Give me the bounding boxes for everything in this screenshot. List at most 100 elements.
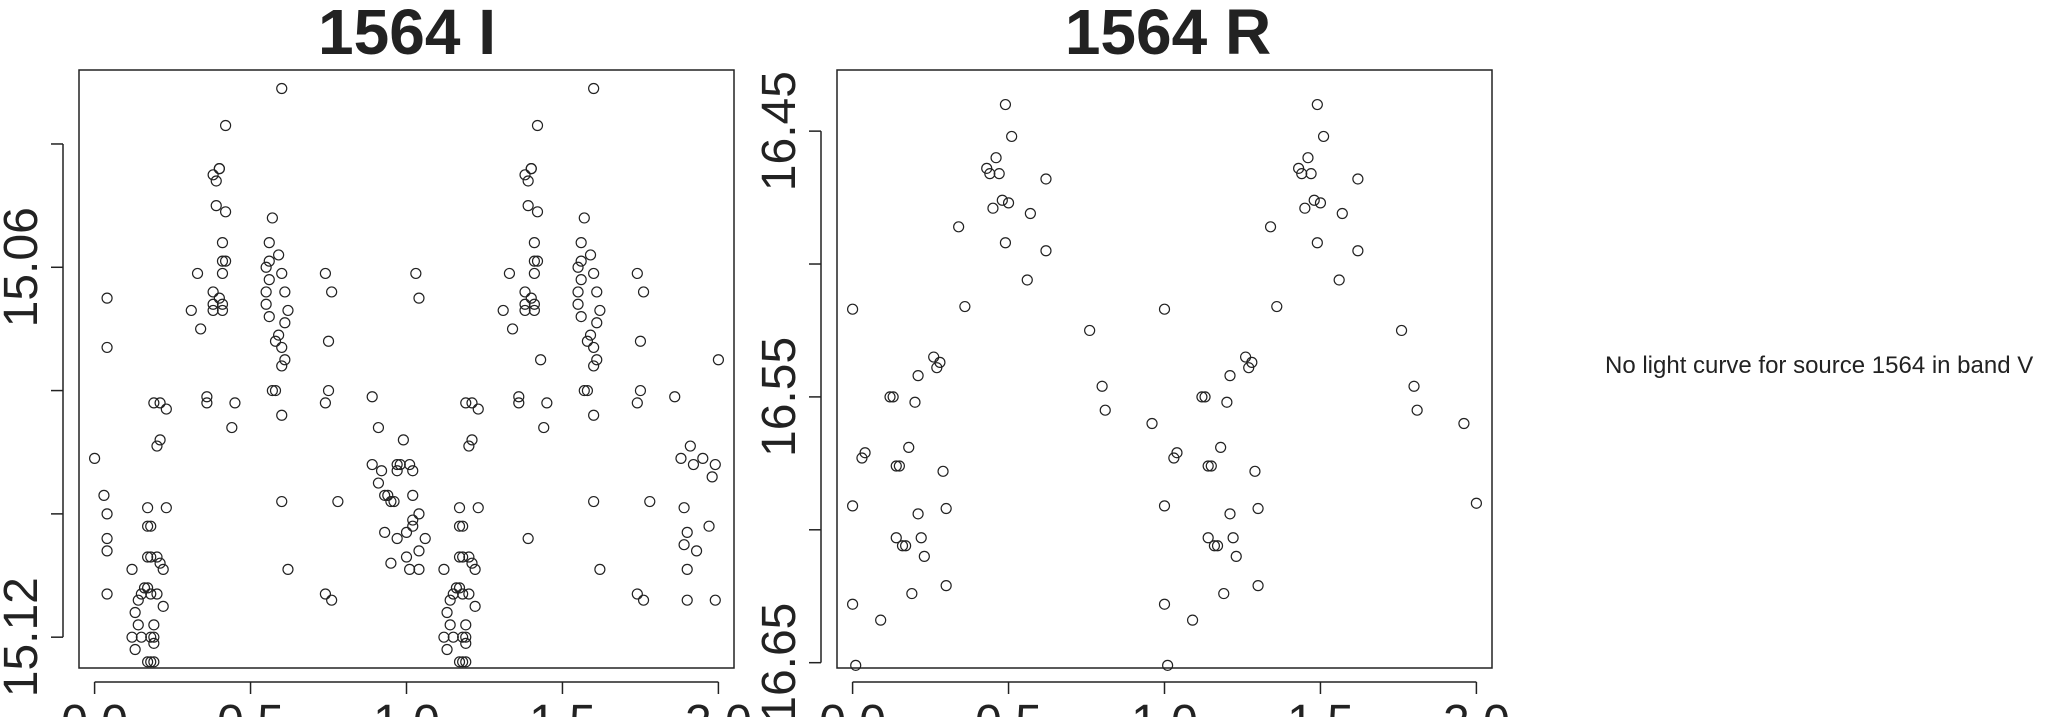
data-point xyxy=(444,619,456,631)
data-point xyxy=(531,255,544,267)
data-point xyxy=(407,520,419,532)
data-point xyxy=(1230,550,1242,562)
x-tick-label: 2.0 xyxy=(1443,696,1510,717)
data-point xyxy=(463,551,475,563)
data-point xyxy=(135,588,147,600)
data-point xyxy=(145,551,157,563)
data-point xyxy=(1162,659,1174,671)
data-point xyxy=(404,563,416,575)
data-point xyxy=(890,532,902,544)
data-point xyxy=(438,631,450,643)
data-point xyxy=(993,168,1005,180)
data-point xyxy=(984,168,996,180)
data-point xyxy=(1002,197,1015,209)
data-point xyxy=(151,588,163,600)
data-point xyxy=(142,502,154,514)
x-tick-label: 0.5 xyxy=(217,696,284,717)
x-tick-label: 2.0 xyxy=(685,696,752,717)
data-point xyxy=(1221,396,1233,408)
data-point xyxy=(326,594,338,606)
data-point xyxy=(578,384,590,397)
data-point xyxy=(1208,540,1221,552)
data-point xyxy=(457,551,469,563)
data-point xyxy=(413,563,425,575)
data-point xyxy=(1246,356,1258,368)
data-point xyxy=(441,643,453,656)
data-point xyxy=(463,440,475,452)
data-point xyxy=(631,397,643,409)
data-point xyxy=(379,489,391,501)
data-point xyxy=(279,354,291,366)
data-point xyxy=(326,286,338,298)
data-point xyxy=(915,532,927,544)
data-point xyxy=(472,403,484,415)
data-point xyxy=(145,588,157,600)
data-point xyxy=(397,434,409,446)
data-point xyxy=(282,304,294,317)
x-tick-label: 1.5 xyxy=(1287,696,1354,717)
data-point xyxy=(391,458,403,471)
data-point xyxy=(594,304,606,317)
y-axis-i: 15.12 15.06 xyxy=(0,143,64,697)
data-point xyxy=(1099,404,1111,416)
data-point xyxy=(584,249,597,261)
data-point xyxy=(519,298,531,310)
data-point xyxy=(588,82,600,95)
data-point xyxy=(637,594,650,606)
data-point xyxy=(260,261,272,273)
data-point xyxy=(1186,614,1199,626)
y-axis-r: 16.45 16.55 16.65 xyxy=(753,71,822,717)
data-point xyxy=(269,335,282,347)
data-point xyxy=(391,532,403,545)
data-point xyxy=(706,471,718,483)
data-point xyxy=(1171,447,1183,459)
data-point xyxy=(447,588,459,600)
data-point xyxy=(466,557,478,569)
data-point xyxy=(154,434,166,446)
data-point xyxy=(263,274,275,286)
data-point xyxy=(528,255,540,267)
data-point xyxy=(634,384,647,397)
data-point xyxy=(1211,540,1224,552)
data-point xyxy=(1352,245,1364,257)
data-point xyxy=(684,440,696,452)
data-point xyxy=(712,354,725,366)
data-point xyxy=(1205,460,1217,472)
data-point xyxy=(142,582,154,594)
data-point xyxy=(1158,500,1171,512)
data-point xyxy=(953,221,965,233)
data-point xyxy=(644,495,656,508)
data-point xyxy=(216,237,229,249)
data-point xyxy=(588,360,600,372)
data-point xyxy=(101,292,113,304)
data-point xyxy=(588,341,600,354)
data-point xyxy=(934,356,946,368)
data-point xyxy=(447,631,459,643)
data-point xyxy=(528,298,540,310)
data-point xyxy=(531,206,544,218)
data-point xyxy=(332,495,344,508)
data-point xyxy=(1224,370,1236,382)
data-point xyxy=(457,656,469,668)
data-point xyxy=(219,255,232,267)
data-point xyxy=(1202,460,1214,472)
data-point xyxy=(1470,497,1483,509)
data-point xyxy=(1411,404,1423,416)
chart-panel-r: 1564 R 0.0 0.5 1.0 1.5 2.0 16.45 16.55 16.65 xyxy=(753,0,1510,717)
data-point xyxy=(575,255,587,267)
data-point xyxy=(413,508,425,520)
data-point xyxy=(912,370,924,382)
data-point xyxy=(98,489,110,501)
data-point xyxy=(884,391,896,403)
data-point xyxy=(322,335,335,347)
data-point xyxy=(438,563,450,575)
data-point xyxy=(213,163,225,175)
data-point xyxy=(273,329,285,341)
x-tick-label: 1.0 xyxy=(373,696,440,717)
data-point xyxy=(697,452,709,464)
data-point xyxy=(681,594,693,606)
data-point xyxy=(575,274,587,286)
data-point xyxy=(503,267,516,280)
data-point xyxy=(681,563,693,575)
data-point xyxy=(535,354,547,366)
